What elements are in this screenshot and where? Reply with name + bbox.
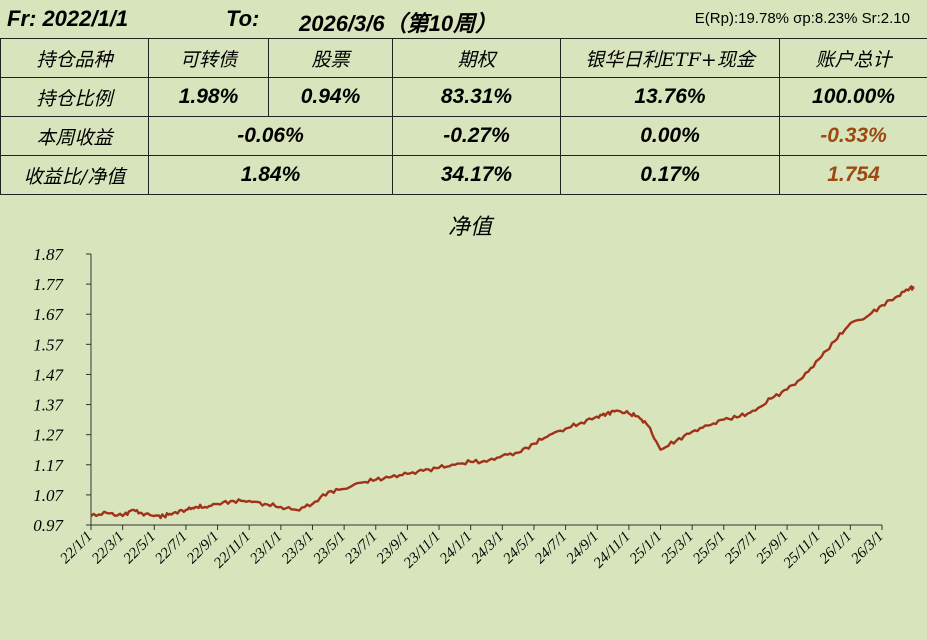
x-axis: 22/1/122/3/122/5/122/7/122/9/122/11/123/…: [57, 525, 886, 571]
y-tick-label: 1.67: [33, 305, 64, 324]
x-tick-label: 26/3/1: [848, 529, 886, 567]
x-tick-label: 23/5/1: [311, 529, 349, 567]
portfolio-stats: E(Rp):19.78% σp:8.23% Sr:2.10: [695, 10, 910, 27]
to-label: To:: [226, 6, 259, 32]
header-cell: 银华日利ETF+现金: [561, 39, 780, 78]
table-header-row: 持仓品种 可转债 股票 期权 银华日利ETF+现金 账户总计: [1, 39, 927, 78]
y-tick-label: 1.57: [33, 335, 64, 354]
x-tick-label: 25/7/1: [722, 529, 760, 567]
x-tick-label: 23/7/1: [342, 529, 380, 567]
value-cell: -0.06%: [149, 117, 393, 156]
row-label: 收益比/净值: [1, 156, 149, 195]
x-tick-label: 23/1/1: [247, 529, 285, 567]
header-bar: Fr: 2022/1/1 To: 2026/3/6（第10周） E(Rp):19…: [0, 0, 927, 38]
nav-series-line-0: [91, 286, 914, 518]
x-tick-label: 24/5/1: [500, 529, 538, 567]
x-tick-label: 22/7/1: [152, 529, 190, 567]
to-date: 2026/3/6（第10周）: [299, 6, 497, 38]
nav-chart-svg: 净值 1.87 1.77 1.67 1.57 1.47 1.37 1.27 1.17 1.07 0…: [0, 195, 927, 640]
x-tick-label: 24/3/1: [469, 529, 507, 567]
header-cell: 可转债: [149, 39, 269, 78]
x-tick-label: 26/1/1: [817, 529, 855, 567]
from-date: Fr: 2022/1/1: [7, 6, 128, 32]
y-tick-label: 1.77: [33, 275, 64, 294]
value-cell: 83.31%: [393, 78, 561, 117]
value-cell: 34.17%: [393, 156, 561, 195]
value-cell: 13.76%: [561, 78, 780, 117]
x-tick-label: 25/5/1: [690, 529, 728, 567]
x-tick-label: 23/3/1: [279, 529, 317, 567]
table-row: 本周收益 -0.06% -0.27% 0.00% -0.33%: [1, 117, 927, 156]
table-row: 持仓比例 1.98% 0.94% 83.31% 13.76% 100.00%: [1, 78, 927, 117]
y-tick-label: 1.37: [33, 396, 64, 415]
x-tick-label: 24/1/1: [437, 529, 475, 567]
header-cell: 账户总计: [780, 39, 927, 78]
x-tick-label: 25/3/1: [659, 529, 697, 567]
row-label: 本周收益: [1, 117, 149, 156]
value-cell: 100.00%: [780, 78, 927, 117]
value-cell: 0.94%: [269, 78, 393, 117]
value-cell-highlight: -0.33%: [780, 117, 927, 156]
plot-area: [91, 286, 914, 518]
value-cell: 0.17%: [561, 156, 780, 195]
y-tick-label: 0.97: [33, 516, 64, 535]
header-cell: 期权: [393, 39, 561, 78]
x-tick-label: 22/1/1: [57, 529, 95, 567]
table-row: 收益比/净值 1.84% 34.17% 0.17% 1.754: [1, 156, 927, 195]
value-cell-highlight: 1.754: [780, 156, 927, 195]
value-cell: -0.27%: [393, 117, 561, 156]
header-cell: 股票: [269, 39, 393, 78]
value-cell: 1.98%: [149, 78, 269, 117]
y-axis: 1.87 1.77 1.67 1.57 1.47 1.37 1.27 1.17 1.07 0.97: [33, 245, 91, 535]
header-cell: 持仓品种: [1, 39, 149, 78]
holdings-table: 持仓品种 可转债 股票 期权 银华日利ETF+现金 账户总计 持仓比例 1.98…: [0, 38, 927, 195]
x-tick-label: 22/11/1: [211, 529, 254, 572]
nav-chart: 净值 1.87 1.77 1.67 1.57 1.47 1.37 1.27 1.17 1.07 0…: [0, 194, 927, 640]
y-tick-label: 1.27: [33, 426, 64, 445]
x-tick-label: 22/3/1: [89, 529, 127, 567]
value-cell: 1.84%: [149, 156, 393, 195]
x-tick-label: 22/5/1: [121, 529, 159, 567]
row-label: 持仓比例: [1, 78, 149, 117]
value-cell: 0.00%: [561, 117, 780, 156]
y-tick-label: 1.07: [33, 486, 64, 505]
y-tick-label: 1.17: [33, 456, 64, 475]
x-tick-label: 25/1/1: [627, 529, 665, 567]
chart-title: 净值: [448, 215, 495, 240]
y-tick-label: 1.47: [33, 365, 64, 384]
x-tick-label: 24/7/1: [532, 529, 570, 567]
y-tick-label: 1.87: [33, 245, 64, 264]
